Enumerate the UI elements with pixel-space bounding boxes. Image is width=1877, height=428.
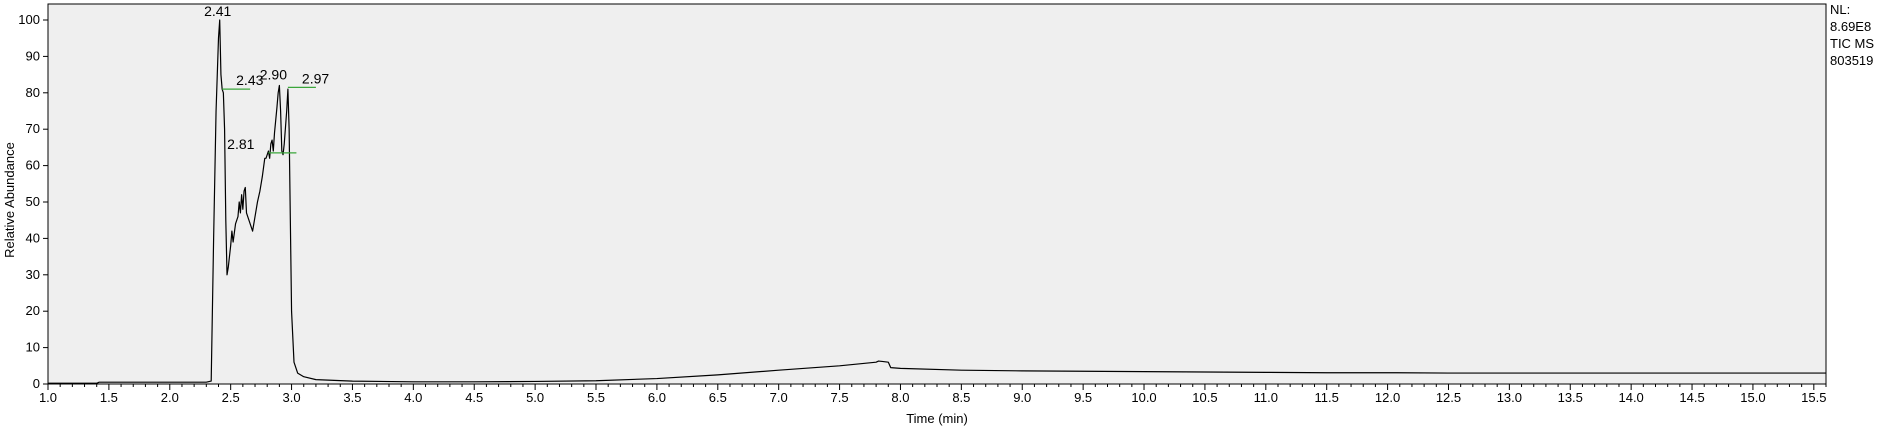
x-tick-label: 4.5 [465,390,483,405]
x-tick-label: 12.0 [1375,390,1400,405]
x-tick-label: 4.0 [404,390,422,405]
peak-label: 2.81 [227,136,297,154]
peak-labels: 2.41 2.43 2.81 2.90 2.97 [204,3,329,154]
plot-area [47,3,1827,385]
peak-label-text: 2.90 [260,66,287,82]
peak-label-text: 2.81 [227,136,254,152]
x-tick-label: 2.5 [222,390,240,405]
y-tick-label: 100 [18,12,40,27]
x-tick-label: 15.0 [1740,390,1765,405]
x-tick-label: 3.0 [283,390,301,405]
x-tick-label: 6.5 [709,390,727,405]
x-tick-label: 5.0 [526,390,544,405]
y-tick-label: 70 [26,121,40,136]
peak-label-text: 2.97 [302,70,329,86]
peak-label: 2.97 [287,70,329,88]
y-tick-label: 80 [26,85,40,100]
x-tick-label: 8.0 [891,390,909,405]
x-tick-label: 9.5 [1074,390,1092,405]
info-line: 8.69E8 [1830,19,1871,34]
x-tick-label: 3.5 [343,390,361,405]
y-tick-label: 0 [33,376,40,391]
peak-label: 2.41 [204,3,231,19]
series-layer [48,19,1826,384]
y-tick-label: 90 [26,48,40,63]
x-tick-label: 9.0 [1013,390,1031,405]
tic-series-line [48,19,1826,384]
x-tick-label: 7.0 [770,390,788,405]
x-axis-title: Time (min) [906,411,968,426]
y-tick-label: 40 [26,230,40,245]
x-axis: 1.0 1.5 2.0 2.5 3.0 3.5 4.0 4.5 5.0 5.5 6.0 6.5 7.0 7… [39,384,1827,405]
y-axis: 0 10 20 30 40 50 60 70 80 90 100 [18,12,48,391]
y-tick-label: 60 [26,158,40,173]
x-tick-label: 15.5 [1801,390,1826,405]
x-tick-label: 12.5 [1436,390,1461,405]
y-axis-title: Relative Abundance [2,142,17,258]
x-tick-label: 13.5 [1558,390,1583,405]
x-tick-label: 2.0 [161,390,179,405]
info-block: NL: 8.69E8 TIC MS 803519 [1830,2,1874,68]
x-tick-label: 6.0 [648,390,666,405]
y-tick-label: 20 [26,303,40,318]
x-tick-label: 10.5 [1192,390,1217,405]
y-tick-label: 10 [26,340,40,355]
y-tick-label: 50 [26,194,40,209]
peak-label: 2.90 [260,66,287,82]
info-line: 803519 [1830,53,1873,68]
x-tick-label: 11.0 [1254,390,1278,405]
x-tick-label: 11.5 [1315,390,1339,405]
peak-label-text: 2.43 [236,72,263,88]
y-tick-label: 30 [26,267,40,282]
x-tick-label: 14.0 [1618,390,1643,405]
info-line: NL: [1830,2,1850,17]
info-line: TIC MS [1830,36,1874,51]
x-tick-label: 10.0 [1131,390,1156,405]
x-tick-label: 1.5 [100,390,118,405]
peak-label-text: 2.41 [204,3,231,19]
x-tick-label: 14.5 [1679,390,1704,405]
x-tick-label: 5.5 [587,390,605,405]
x-tick-label: 1.0 [39,390,57,405]
x-tick-label: 7.5 [831,390,849,405]
x-tick-label: 8.5 [952,390,970,405]
peak-label: 2.43 [222,72,264,90]
x-tick-label: 13.0 [1497,390,1522,405]
